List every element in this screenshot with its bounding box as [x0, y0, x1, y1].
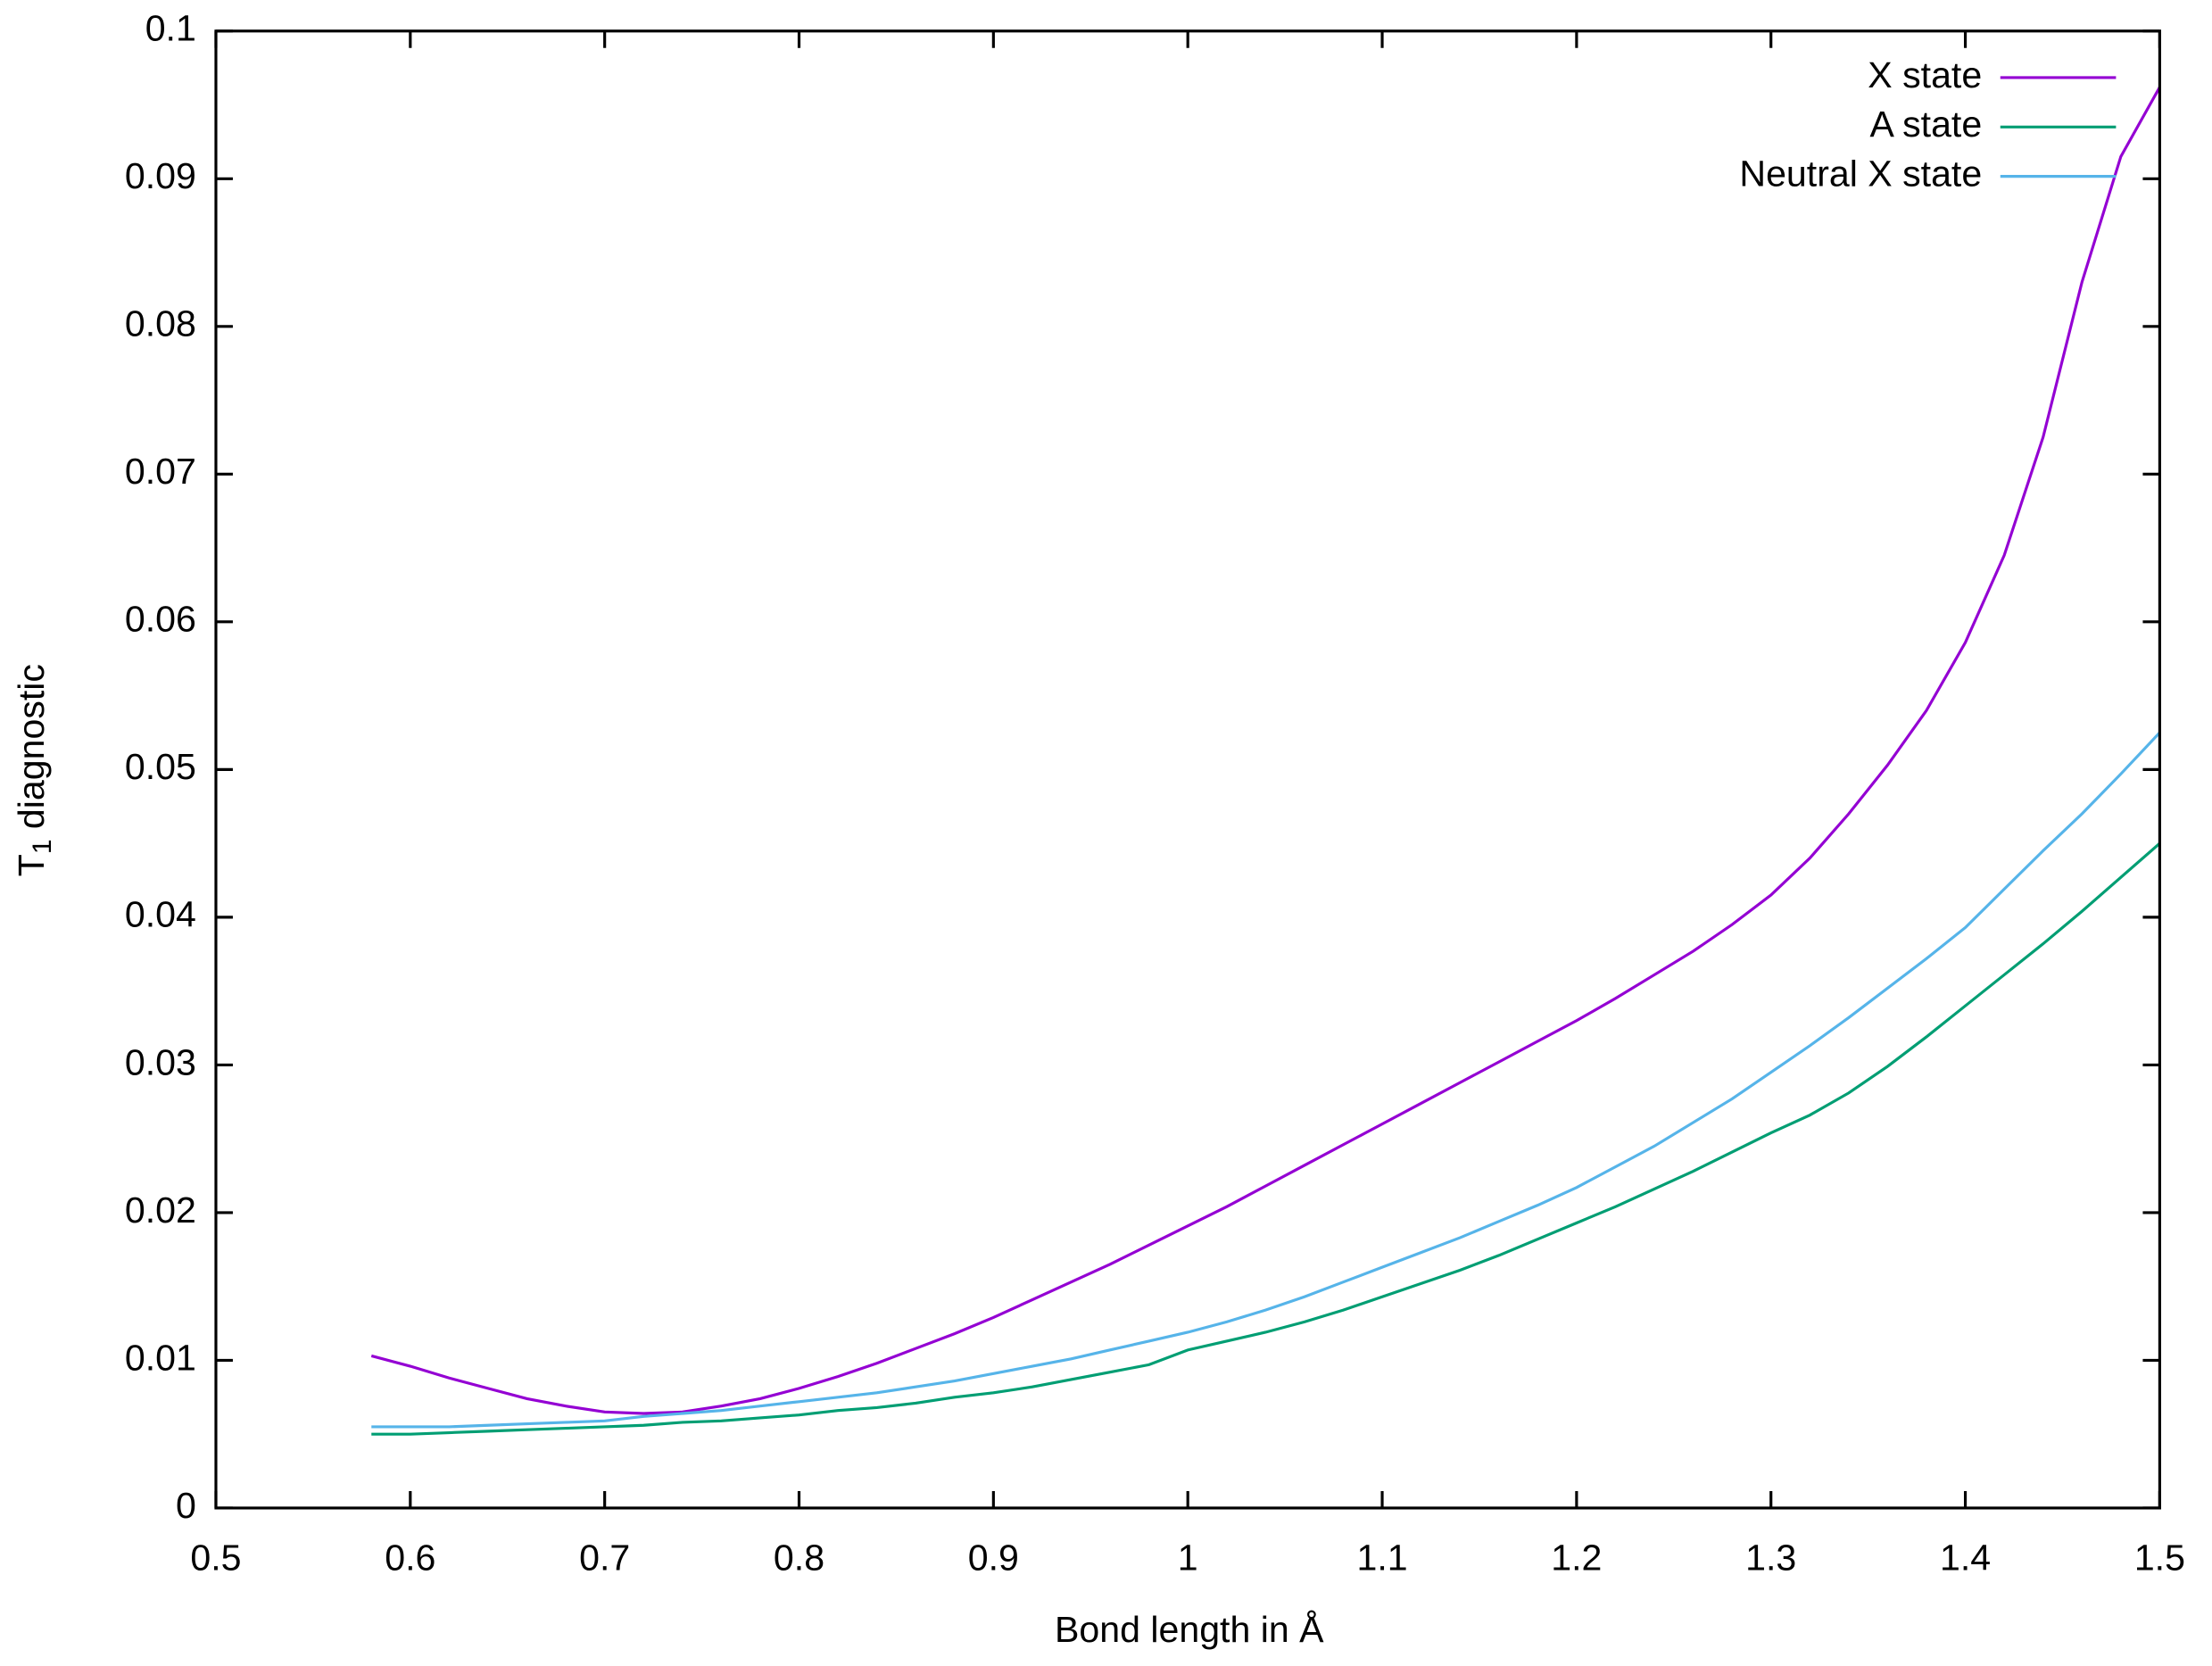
- legend-label: Neutral X state: [1739, 153, 1982, 194]
- x-tick-label: 0.5: [190, 1537, 241, 1578]
- y-tick-label: 0.02: [125, 1189, 196, 1231]
- data-line: [371, 841, 2161, 1436]
- legend-label: A state: [1870, 104, 1983, 145]
- plot-frame: [214, 29, 2161, 1510]
- x-tick-label: 0.9: [968, 1537, 1019, 1578]
- y-tick-label: 0.1: [145, 8, 196, 49]
- x-tick-label: 1.3: [1745, 1537, 1796, 1578]
- x-tick-label: 1.4: [1940, 1537, 1991, 1578]
- data-line: [370, 86, 2161, 1415]
- x-tick-label: 1.1: [1356, 1537, 1407, 1578]
- y-tick-label: 0.08: [125, 303, 196, 344]
- y-tick-label: 0.01: [125, 1337, 196, 1378]
- x-tick-label: 1.2: [1551, 1537, 1602, 1578]
- y-label-rest: diagnostic: [11, 664, 52, 839]
- y-tick-label: 0.05: [125, 746, 196, 787]
- legend-label: X state: [1868, 54, 1982, 95]
- x-tick-label: 1: [1178, 1537, 1198, 1578]
- x-tick-label: 0.6: [385, 1537, 435, 1578]
- data-line: [371, 731, 2161, 1429]
- y-tick-label: 0.04: [125, 894, 196, 935]
- x-axis-label: Bond length in Å: [1055, 1609, 1324, 1650]
- y-label-sub: 1: [28, 839, 57, 854]
- y-tick-label: 0.07: [125, 451, 196, 492]
- x-tick-label: 0.8: [774, 1537, 824, 1578]
- x-tick-label: 0.7: [579, 1537, 630, 1578]
- y-tick-label: 0.06: [125, 599, 196, 640]
- y-tick-label: 0.03: [125, 1041, 196, 1082]
- x-tick-label: 1.5: [2134, 1537, 2185, 1578]
- y-tick-label: 0: [176, 1485, 196, 1526]
- y-label-main: T: [11, 854, 52, 876]
- y-tick-label: 0.09: [125, 155, 196, 196]
- y-axis-label: T1 diagnostic: [11, 664, 57, 876]
